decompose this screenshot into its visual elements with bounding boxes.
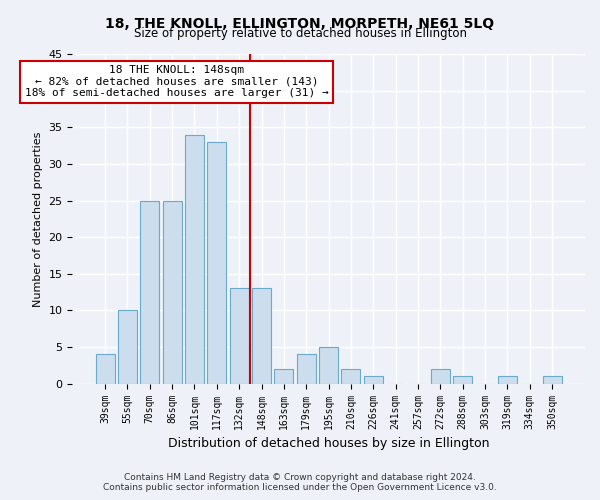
Bar: [364, 376, 383, 384]
Text: 18, THE KNOLL, ELLINGTON, MORPETH, NE61 5LQ: 18, THE KNOLL, ELLINGTON, MORPETH, NE61 …: [106, 18, 494, 32]
Bar: [95, 354, 115, 384]
Bar: [118, 310, 137, 384]
Bar: [319, 347, 338, 384]
Text: Size of property relative to detached houses in Ellington: Size of property relative to detached ho…: [133, 28, 467, 40]
Bar: [498, 376, 517, 384]
Bar: [252, 288, 271, 384]
Bar: [140, 200, 159, 384]
Y-axis label: Number of detached properties: Number of detached properties: [33, 131, 43, 306]
Bar: [274, 369, 293, 384]
Text: Contains HM Land Registry data © Crown copyright and database right 2024.
Contai: Contains HM Land Registry data © Crown c…: [103, 473, 497, 492]
Bar: [453, 376, 472, 384]
Text: 18 THE KNOLL: 148sqm
← 82% of detached houses are smaller (143)
18% of semi-deta: 18 THE KNOLL: 148sqm ← 82% of detached h…: [25, 65, 328, 98]
Bar: [341, 369, 361, 384]
Bar: [185, 134, 204, 384]
Bar: [431, 369, 450, 384]
Bar: [297, 354, 316, 384]
Bar: [542, 376, 562, 384]
Bar: [208, 142, 226, 384]
Bar: [163, 200, 182, 384]
X-axis label: Distribution of detached houses by size in Ellington: Distribution of detached houses by size …: [168, 437, 490, 450]
Bar: [230, 288, 248, 384]
